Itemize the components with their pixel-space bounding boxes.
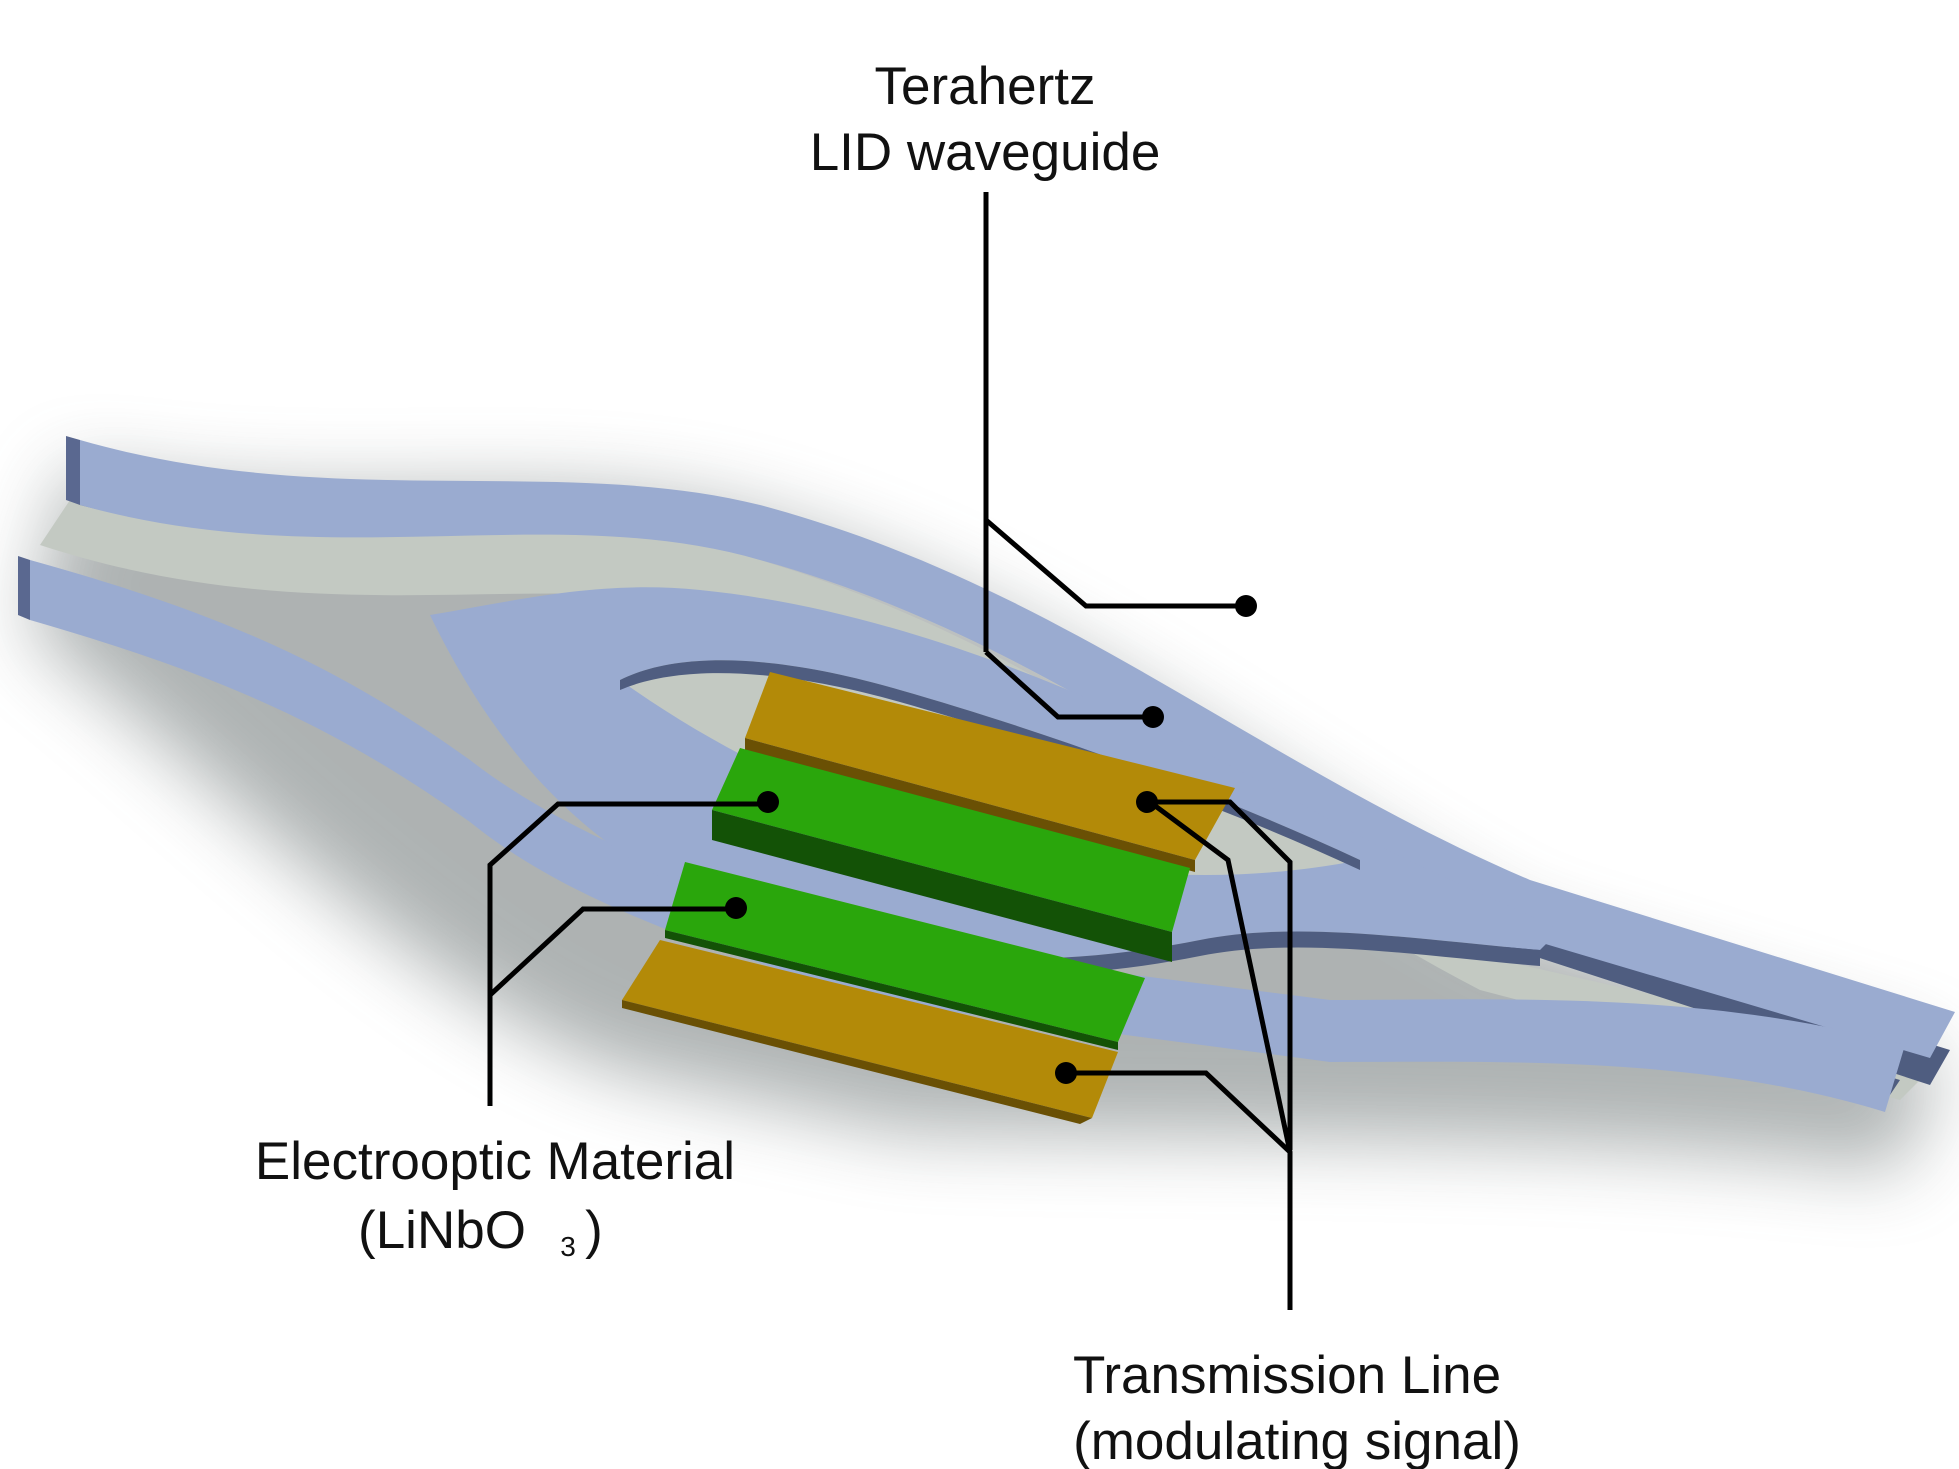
electrooptic-leader-lines bbox=[487, 791, 779, 1106]
waveguide-pointer-dot-upper bbox=[1235, 595, 1257, 617]
waveguide-label-line2: LID waveguide bbox=[810, 123, 1161, 182]
waveguide-leader-lower-branch bbox=[984, 650, 1153, 720]
electrooptic-strip-lower bbox=[665, 862, 1145, 1050]
transmission-line-electrode-upper bbox=[745, 672, 1235, 872]
electrooptic-strip-upper bbox=[712, 748, 1190, 962]
electrooptic-label-line2-suffix: ) bbox=[585, 1201, 603, 1260]
electrooptic-label: Electrooptic Material (LiNbO 3 ) bbox=[255, 1132, 735, 1262]
transmission-label-line2: (modulating signal) bbox=[1073, 1412, 1521, 1469]
waveguide-label: Terahertz LID waveguide bbox=[810, 57, 1161, 182]
waveguide-leader-lines bbox=[983, 192, 1257, 728]
electrooptic-label-subscript: 3 bbox=[560, 1231, 576, 1262]
transmission-pointer-dot-lower bbox=[1055, 1062, 1077, 1084]
electrooptic-label-line1: Electrooptic Material bbox=[255, 1132, 735, 1191]
electrooptic-leader-lower-branch bbox=[488, 906, 736, 997]
transmission-leader-lines bbox=[1055, 791, 1293, 1310]
transmission-line-electrode-lower bbox=[622, 940, 1118, 1124]
waveguide-label-line1: Terahertz bbox=[875, 57, 1096, 116]
electrooptic-label-line2-prefix: (LiNbO bbox=[358, 1201, 526, 1260]
transmission-label: Transmission Line (modulating signal) bbox=[1073, 1346, 1521, 1469]
transmission-pointer-dot-upper bbox=[1136, 791, 1158, 813]
transmission-leader-vertical bbox=[1148, 799, 1293, 1310]
transmission-leader-lower-branch bbox=[1066, 1070, 1292, 1154]
transmission-label-line1: Transmission Line bbox=[1073, 1346, 1501, 1405]
electrooptic-leader-vertical bbox=[487, 801, 768, 1106]
transmission-leader-main bbox=[1147, 799, 1293, 1150]
electrooptic-pointer-dot-lower bbox=[725, 897, 747, 919]
waveguide-pointer-dot-lower bbox=[1142, 706, 1164, 728]
electrooptic-pointer-dot-upper bbox=[757, 791, 779, 813]
waveguide-leader-upper-branch bbox=[984, 518, 1246, 609]
